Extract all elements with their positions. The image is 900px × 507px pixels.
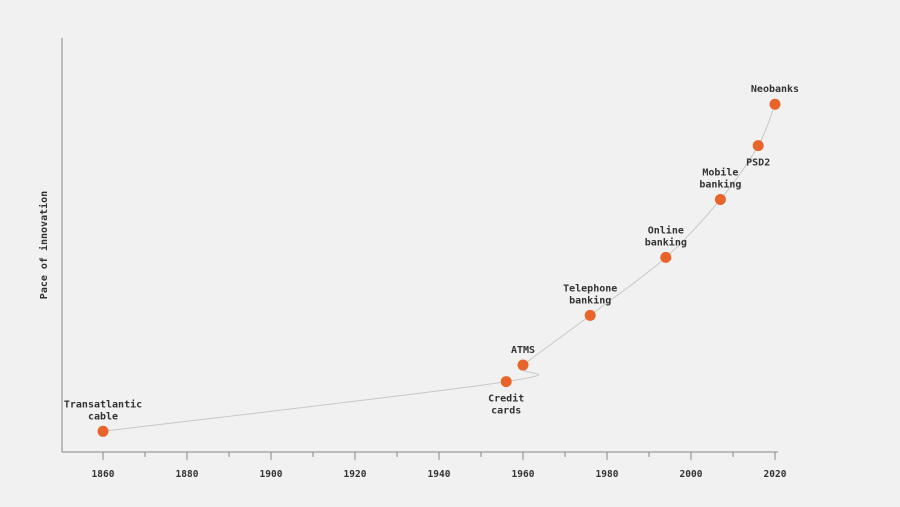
point-telephone-banking	[584, 309, 596, 321]
point-mobile-banking	[714, 193, 726, 205]
label-atms: ATMS	[511, 345, 535, 356]
y-axis-label: Pace of innovation	[38, 191, 50, 299]
point-transatlantic-cable	[97, 425, 109, 437]
trend-curve	[102, 104, 776, 432]
label-neobanks: Neobanks	[751, 84, 799, 95]
data-points	[97, 98, 781, 437]
x-tick-label-1960: 1960	[512, 469, 535, 480]
x-tick-label-1880: 1880	[176, 469, 199, 480]
x-tick-label-2020: 2020	[764, 469, 787, 480]
x-tick-label-1920: 1920	[344, 469, 367, 480]
label-credit-cards: Credit cards	[488, 393, 524, 417]
label-transatlantic-cable: Transatlantic cable	[64, 398, 142, 422]
x-tick-label-1940: 1940	[428, 469, 451, 480]
label-psd2: PSD2	[746, 158, 770, 169]
x-tick-label-2000: 2000	[680, 469, 703, 480]
label-mobile-banking: Mobile banking	[699, 166, 741, 190]
label-online-banking: Online banking	[645, 224, 687, 248]
x-axis-ticks: 1860 1880 1900 1920 1940 1960 1980 2000 2020	[92, 452, 787, 480]
point-atms	[517, 359, 529, 371]
event-labels: Transatlantic cable Credit cards ATMS Telepho…	[64, 84, 799, 422]
point-psd2	[752, 140, 764, 152]
x-tick-label-1980: 1980	[596, 469, 619, 480]
point-online-banking	[660, 251, 672, 263]
point-neobanks	[769, 98, 781, 110]
x-tick-label-1860: 1860	[92, 469, 115, 480]
point-credit-cards	[500, 376, 512, 388]
x-tick-label-1900: 1900	[260, 469, 283, 480]
label-telephone-banking: Telephone banking	[563, 283, 617, 306]
